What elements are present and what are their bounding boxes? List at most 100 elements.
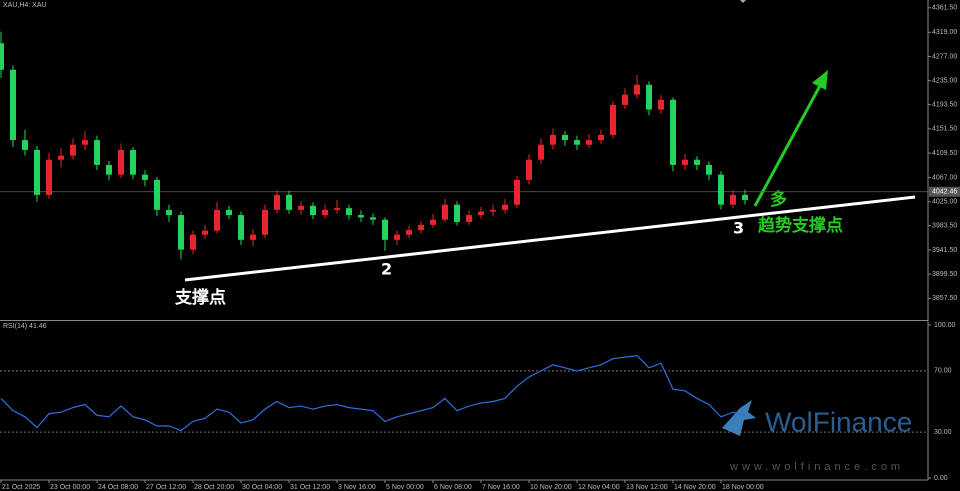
candle-body — [742, 194, 748, 201]
x-tick-label: 14 Nov 20:00 — [674, 484, 716, 491]
candle-body — [94, 140, 100, 165]
candle-body — [550, 134, 556, 145]
candle-body — [106, 164, 112, 175]
watermark: WolFinance — [765, 406, 912, 437]
candle-body — [382, 219, 388, 240]
candle-body — [634, 84, 640, 95]
candle-body — [586, 140, 592, 145]
candle-body — [118, 149, 124, 175]
candle-body — [538, 144, 544, 160]
y-tick-label: 4361.50 — [932, 5, 957, 12]
y-tick-label: 3941.50 — [932, 247, 957, 254]
candle-body — [514, 179, 520, 205]
candle-body — [658, 99, 664, 110]
candle-body — [394, 234, 400, 240]
candle-body — [238, 215, 244, 240]
x-tick-label: 24 Oct 08:00 — [98, 484, 138, 491]
candle-body — [730, 194, 736, 205]
candle-body — [418, 224, 424, 231]
candle-body — [406, 230, 412, 235]
annotation: 支撑点 — [175, 287, 226, 308]
candle-body — [598, 134, 604, 141]
candle-body — [310, 205, 316, 216]
candle-body — [46, 159, 52, 195]
candle-body — [670, 99, 676, 165]
arrow-head — [812, 70, 828, 90]
candle-body — [370, 217, 376, 220]
y-tick-label: 4319.00 — [932, 29, 957, 36]
x-tick-label: 30 Oct 04:00 — [242, 484, 282, 491]
y-tick-label: 4235.00 — [932, 78, 957, 85]
candle-body — [526, 159, 532, 180]
candle-body — [430, 219, 436, 225]
annotation: 趋势支撑点 — [758, 215, 843, 236]
candle-body — [274, 194, 280, 210]
y-tick-label: 4025.00 — [932, 199, 957, 206]
candle-body — [262, 209, 268, 235]
y-tick-label: 4151.50 — [932, 126, 957, 133]
x-tick-label: 13 Nov 12:00 — [626, 484, 668, 491]
candle-body — [490, 209, 496, 212]
x-tick-label: 10 Nov 20:00 — [530, 484, 572, 491]
y-tick-label: 0.00 — [934, 475, 948, 482]
y-tick-label: 30.00 — [934, 429, 952, 436]
candle-body — [574, 140, 580, 145]
candle-body — [10, 69, 16, 141]
candle-body — [166, 209, 172, 216]
x-tick-label: 21 Oct 2025 — [2, 484, 40, 491]
candle-body — [130, 149, 136, 175]
candle-body — [226, 209, 232, 216]
y-tick-label: 3899.50 — [932, 271, 957, 278]
candle-body — [346, 208, 352, 216]
candle-body — [34, 149, 40, 195]
candle-body — [358, 215, 364, 218]
x-tick-label: 28 Oct 20:00 — [194, 484, 234, 491]
annotation: 多 — [770, 189, 787, 210]
x-tick-label: 12 Nov 04:00 — [578, 484, 620, 491]
candle-body — [142, 174, 148, 180]
y-tick-label: 100.00 — [934, 322, 956, 329]
y-tick-label: 4277.00 — [932, 53, 957, 60]
candle-body — [286, 194, 292, 210]
shift-marker — [740, 0, 746, 3]
candle-body — [298, 205, 304, 210]
chart-title: XAU,H4: XAU — [3, 2, 47, 9]
candle-body — [610, 104, 616, 135]
candle-body — [466, 215, 472, 222]
x-tick-label: 3 Nov 16:00 — [338, 484, 376, 491]
candle-body — [322, 209, 328, 216]
arrow-shaft — [753, 81, 824, 207]
candle-body — [706, 164, 712, 175]
x-tick-label: 23 Oct 00:00 — [50, 484, 90, 491]
x-tick-label: 7 Nov 16:00 — [482, 484, 520, 491]
candle-body — [214, 209, 220, 231]
y-tick-label: 4067.00 — [932, 174, 957, 181]
y-tick-label: 4109.50 — [932, 150, 957, 157]
candle-body — [58, 155, 64, 160]
y-tick-label: 70.00 — [934, 368, 952, 375]
x-tick-label: 5 Nov 00:00 — [386, 484, 424, 491]
x-tick-label: 6 Nov 08:00 — [434, 484, 472, 491]
y-tick-label: 3983.50 — [932, 223, 957, 230]
candle-body — [502, 204, 508, 210]
annotation: 2 — [381, 260, 392, 279]
x-tick-label: 27 Oct 12:00 — [146, 484, 186, 491]
rsi-title: RSI(14) 41.46 — [3, 323, 47, 330]
candle-body — [178, 215, 184, 250]
candle-body — [442, 204, 448, 220]
candle-body — [478, 211, 484, 216]
candle-body — [682, 159, 688, 165]
x-tick-label: 18 Nov 00:00 — [722, 484, 764, 491]
candle-body — [82, 140, 88, 145]
y-tick-label: 4193.50 — [932, 101, 957, 108]
candle-body — [646, 84, 652, 110]
candle-body — [622, 94, 628, 105]
candle-body — [250, 234, 256, 240]
candle-body — [70, 144, 76, 156]
candle-body — [694, 159, 700, 165]
candle-body — [22, 140, 28, 150]
rsi-line — [0, 354, 746, 432]
candle-body — [154, 179, 160, 210]
trend-line — [184, 195, 916, 282]
